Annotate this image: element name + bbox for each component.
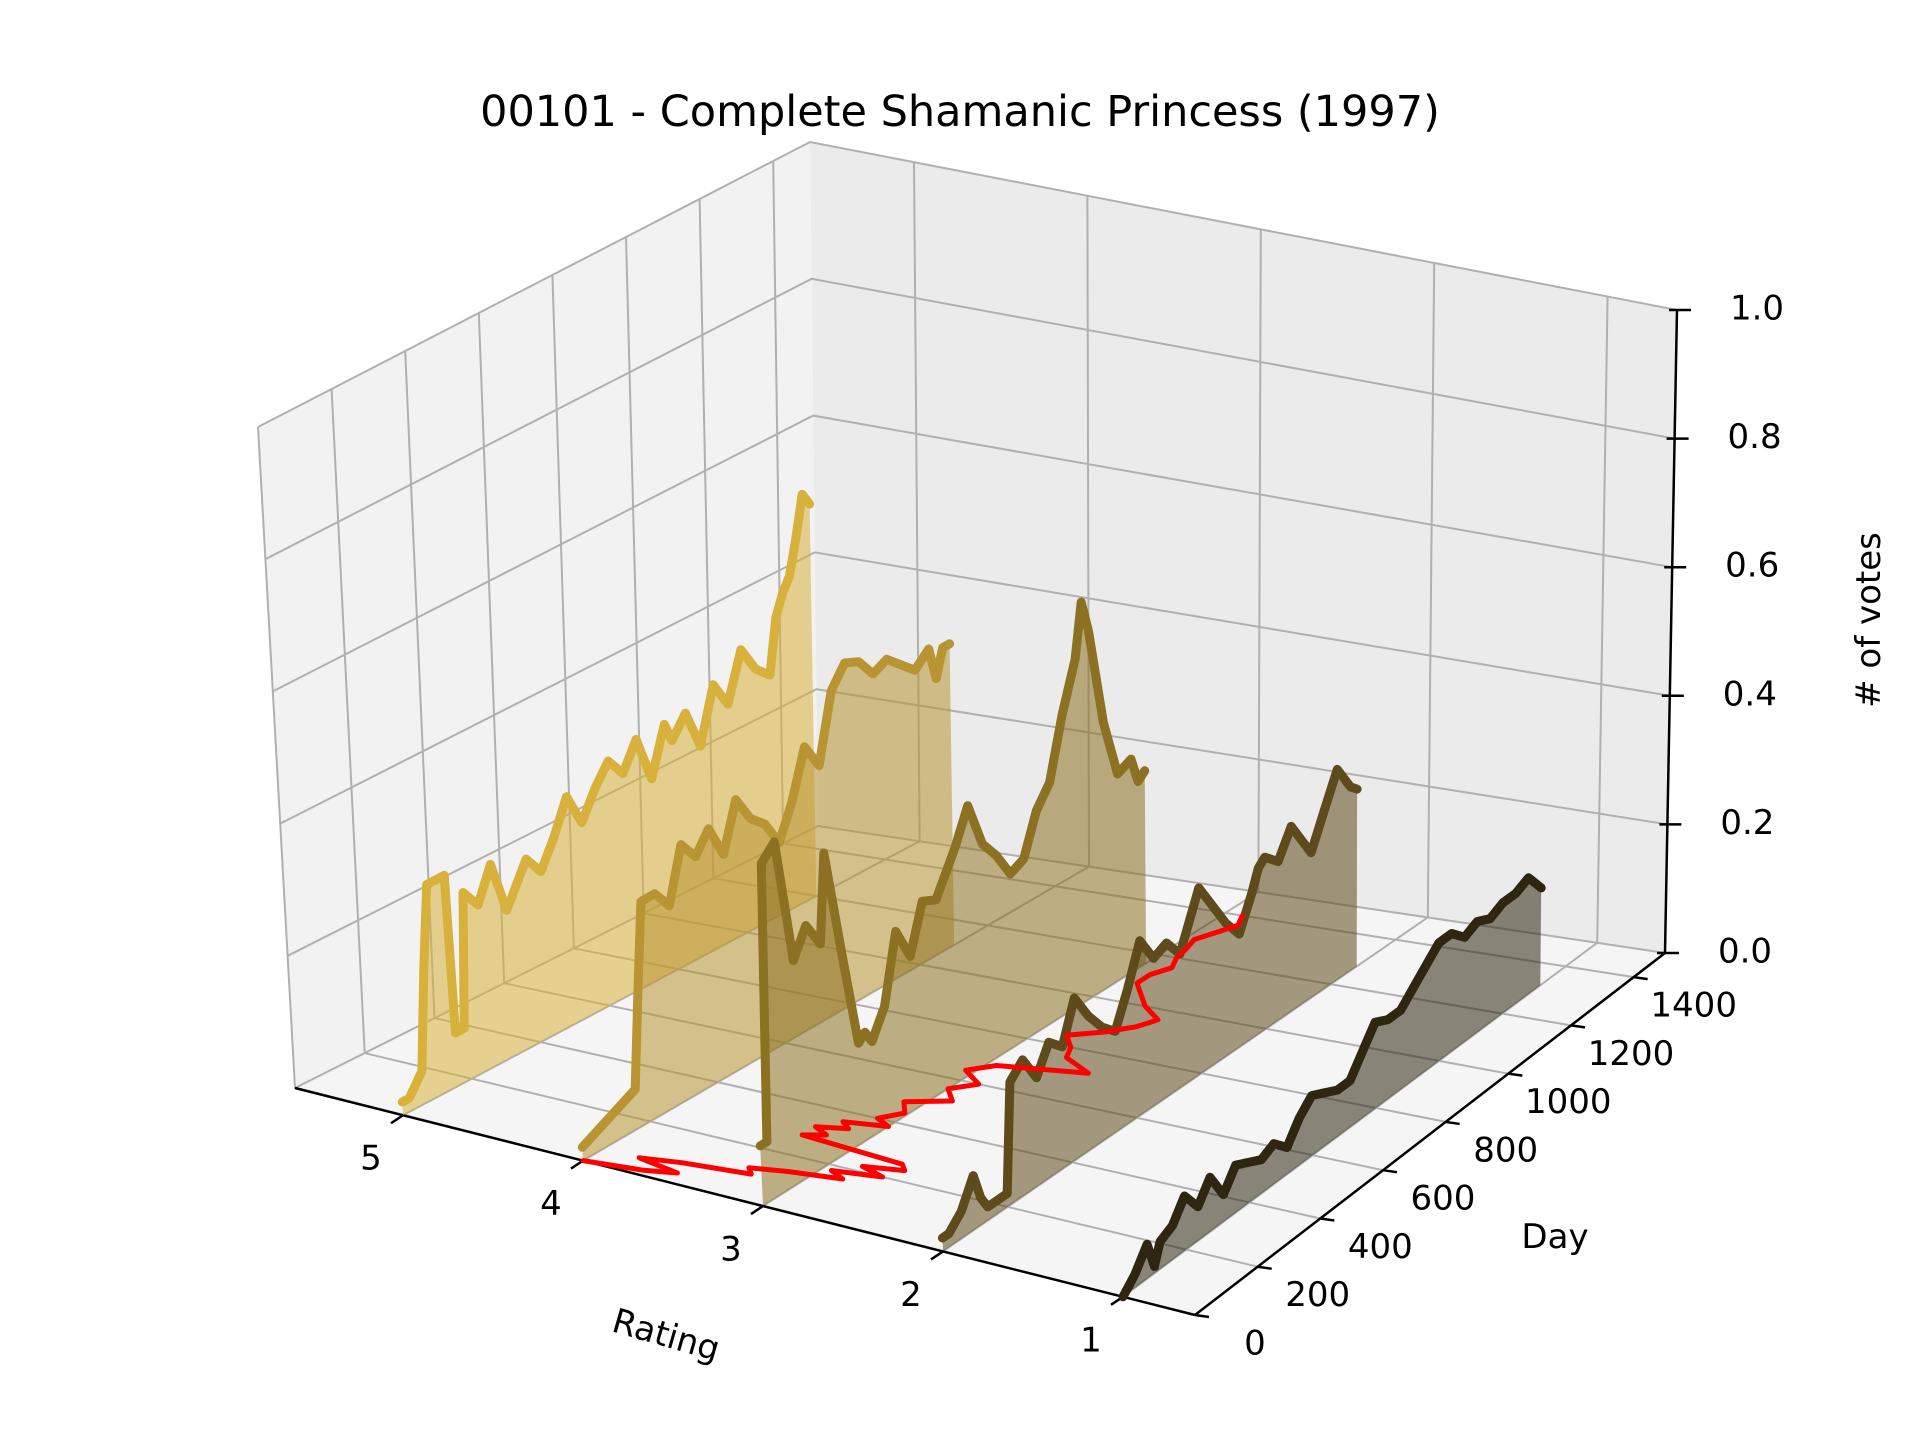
z-tick-label: 1.0 [1730, 289, 1784, 329]
y-axis-line [1194, 952, 1666, 1316]
x-tick-mark [390, 1114, 404, 1125]
x-tick-label: 3 [720, 1230, 742, 1270]
x-tick-label: 1 [1080, 1320, 1102, 1360]
y-tick-label: 1400 [1650, 986, 1737, 1026]
y-tick-label: 1000 [1525, 1082, 1612, 1122]
z-tick-label: 0.4 [1723, 674, 1777, 714]
tick-labels: 5 4 3 2 1 0 200 400 600 800 1000 1200 1400 0.0 0.2 0.4 0… [360, 289, 1784, 1364]
z-tick-label: 0.8 [1728, 417, 1782, 457]
y-tick-mark [1633, 975, 1648, 981]
x-tick-label: 2 [900, 1275, 922, 1315]
data-series [397, 489, 1546, 1302]
series-line-rating-5 [397, 489, 815, 1107]
x-tick-mark [750, 1204, 764, 1216]
series-fill-rating-3 [760, 602, 1147, 1206]
y-tick-label: 200 [1285, 1275, 1350, 1315]
y-tick-mark [1320, 1217, 1335, 1222]
pane-back [810, 142, 1677, 953]
z-axis-label: # of votes [1849, 532, 1889, 708]
series-line-rating-1 [1118, 873, 1546, 1302]
y-tick-label: 0 [1244, 1324, 1266, 1364]
grid-line-z [279, 551, 1670, 825]
x-axis-label: Rating [608, 1301, 724, 1370]
z-axis-line [1663, 309, 1679, 954]
series-fill-rating-5 [402, 494, 817, 1116]
chart-title: 00101 - Complete Shamanic Princess (1997… [480, 87, 1440, 137]
x-tick-label: 4 [540, 1184, 562, 1224]
z-tick-label: 0.0 [1718, 932, 1772, 972]
series-line-rating-2 [937, 764, 1362, 1243]
y-tick-label: 800 [1473, 1130, 1538, 1170]
y-tick-mark [1257, 1265, 1272, 1270]
y-tick-mark [1445, 1120, 1460, 1126]
series-line-mean [580, 913, 1245, 1182]
x-axis-line [294, 1086, 1196, 1317]
series-line-rating-3 [755, 597, 1150, 1151]
grid-line-z [272, 414, 1673, 693]
y-tick-mark [1194, 1313, 1210, 1319]
y-tick-label: 1200 [1588, 1034, 1675, 1074]
grid-line-z [287, 688, 1668, 957]
series-line-rating-4 [577, 639, 955, 1152]
y-tick-label: 600 [1411, 1179, 1476, 1219]
y-tick-mark [1570, 1024, 1586, 1029]
y-axis-label: Day [1521, 1217, 1588, 1257]
grid-line-z [264, 277, 1675, 561]
x-tick-label: 5 [360, 1139, 382, 1179]
x-tick-mark [930, 1250, 944, 1261]
z-tick-label: 0.6 [1725, 546, 1779, 586]
y-tick-label: 400 [1348, 1227, 1413, 1267]
axis-lines [294, 308, 1691, 1319]
y-tick-mark [1508, 1072, 1523, 1077]
grid-line-z [257, 140, 1678, 428]
z-tick-label: 0.2 [1720, 803, 1774, 843]
y-tick-mark [1382, 1168, 1398, 1174]
